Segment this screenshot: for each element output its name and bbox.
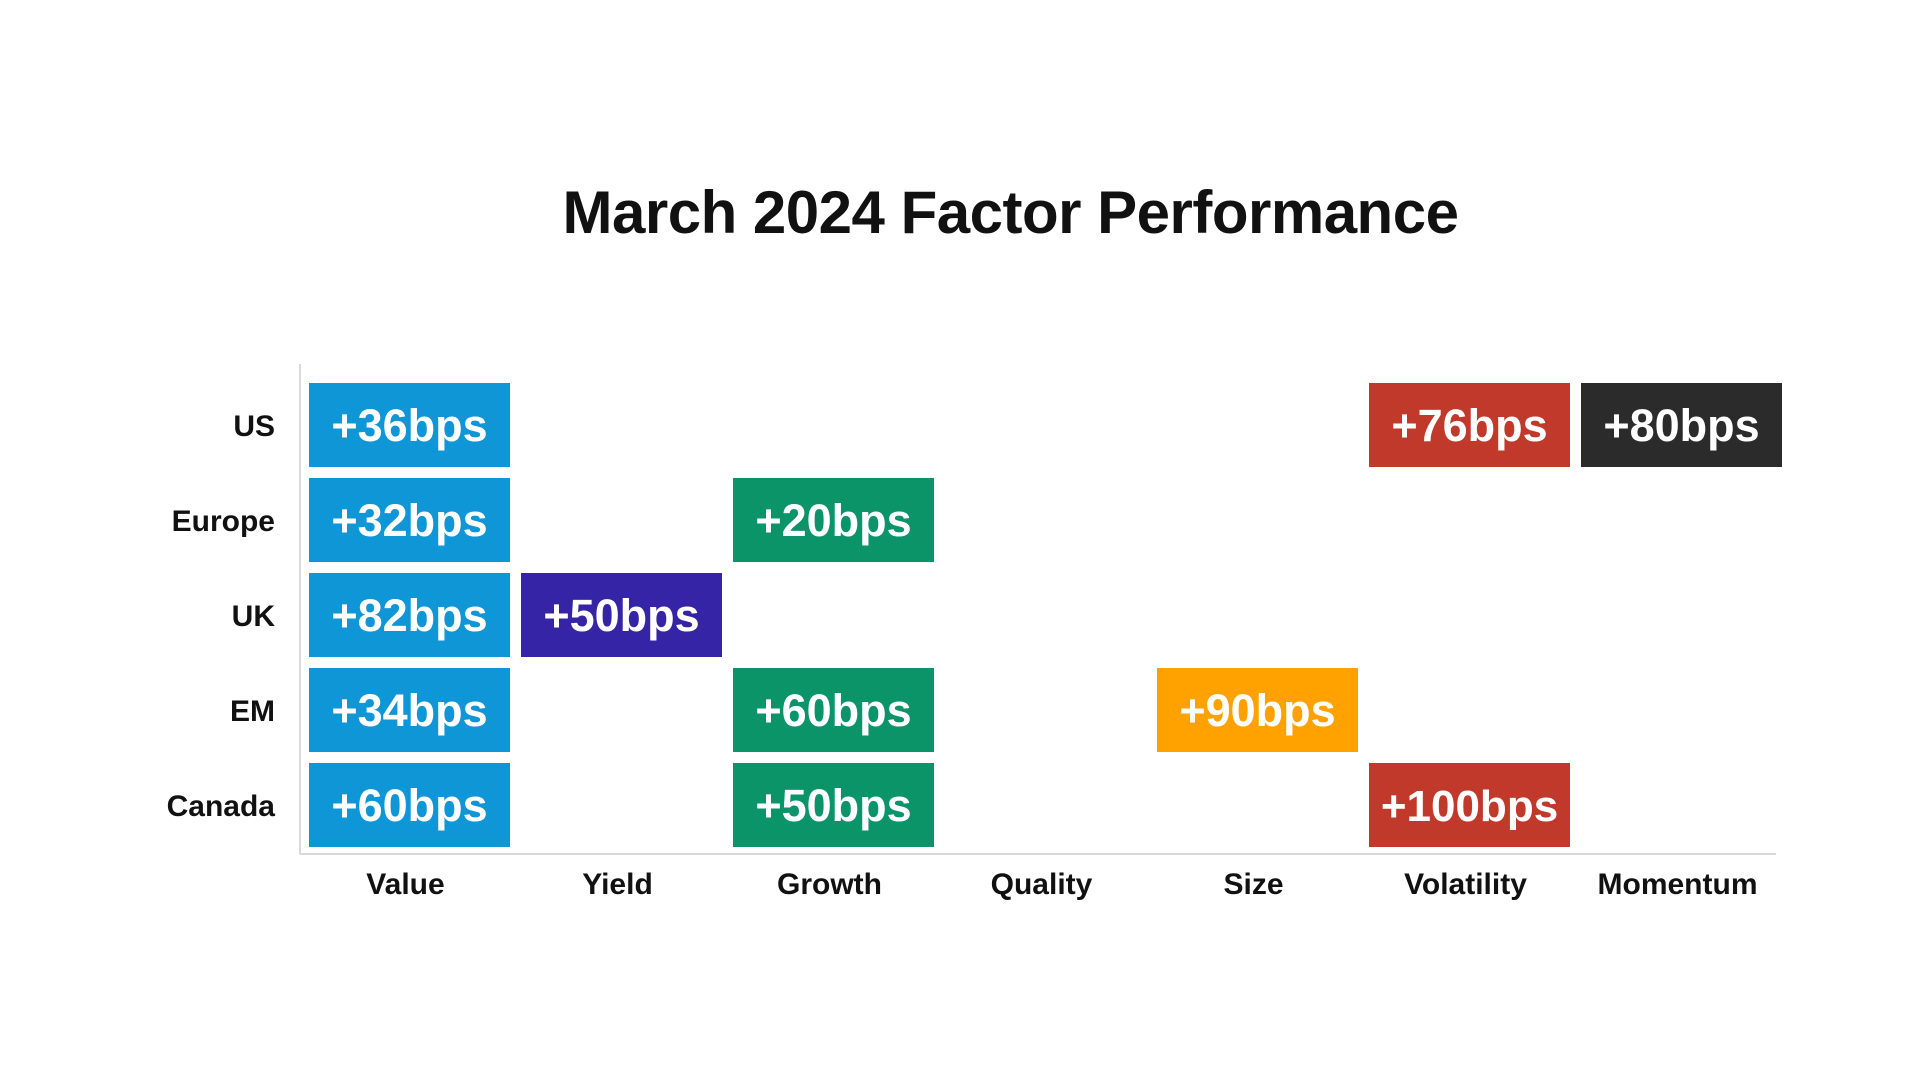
- cell-rect-canada-value: [309, 763, 510, 847]
- cell-em-value: +34bps: [309, 668, 510, 752]
- x-tick-label-volatility: Volatility: [1404, 868, 1527, 901]
- cell-label-em-growth: +60bps: [755, 685, 911, 736]
- y-tick-label-canada: Canada: [167, 790, 276, 823]
- axis-layer: [299, 364, 1776, 855]
- cell-label-europe-growth: +20bps: [755, 495, 911, 546]
- cell-rect-uk-yield: [521, 573, 722, 657]
- x-tick-label-yield: Yield: [582, 868, 653, 901]
- cell-canada-value: +60bps: [309, 763, 510, 847]
- y-tick-label-em: EM: [230, 695, 275, 728]
- cell-label-us-momentum: +80bps: [1603, 400, 1759, 451]
- cell-label-us-value: +36bps: [331, 400, 487, 451]
- cell-label-uk-value: +82bps: [331, 590, 487, 641]
- cell-label-em-size: +90bps: [1179, 685, 1335, 736]
- x-tick-label-value: Value: [366, 868, 444, 901]
- cell-rect-us-value: [309, 383, 510, 467]
- cell-europe-growth: +20bps: [733, 478, 934, 562]
- x-tick-label-quality: Quality: [991, 868, 1093, 901]
- cell-label-uk-yield: +50bps: [543, 590, 699, 641]
- x-tick-label-growth: Growth: [777, 868, 882, 901]
- y-tick-label-europe: Europe: [172, 505, 275, 538]
- cell-rect-uk-value: [309, 573, 510, 657]
- cell-uk-yield: +50bps: [521, 573, 722, 657]
- cell-layer: +36bps +76bps +80bps +32bps +20bps +82bps +50b…: [309, 383, 1782, 847]
- x-tick-label-size: Size: [1223, 868, 1283, 901]
- cell-rect-em-value: [309, 668, 510, 752]
- cell-label-canada-volatility: +100bps: [1381, 782, 1558, 831]
- cell-rect-em-size: [1157, 668, 1358, 752]
- y-tick-label-us: US: [233, 410, 275, 443]
- cell-em-size: +90bps: [1157, 668, 1358, 752]
- cell-label-em-value: +34bps: [331, 685, 487, 736]
- cell-canada-volatility: +100bps: [1369, 763, 1570, 847]
- col-label-layer: Value Yield Growth Quality Size Volatility Mom…: [366, 868, 1757, 901]
- cell-label-canada-growth: +50bps: [755, 780, 911, 831]
- cell-rect-europe-growth: [733, 478, 934, 562]
- cell-rect-canada-volatility: [1369, 763, 1570, 847]
- cell-em-growth: +60bps: [733, 668, 934, 752]
- cell-rect-us-volatility: [1369, 383, 1570, 467]
- cell-label-us-volatility: +76bps: [1391, 400, 1547, 451]
- cell-rect-us-momentum: [1581, 383, 1782, 467]
- chart-title: March 2024 Factor Performance: [562, 179, 1459, 246]
- y-tick-label-uk: UK: [232, 600, 276, 633]
- cell-label-europe-value: +32bps: [331, 495, 487, 546]
- cell-us-value: +36bps: [309, 383, 510, 467]
- cell-rect-canada-growth: [733, 763, 934, 847]
- cell-europe-value: +32bps: [309, 478, 510, 562]
- row-label-layer: US Europe UK EM Canada: [167, 410, 276, 823]
- cell-rect-europe-value: [309, 478, 510, 562]
- cell-us-volatility: +76bps: [1369, 383, 1570, 467]
- cell-uk-value: +82bps: [309, 573, 510, 657]
- x-tick-label-momentum: Momentum: [1598, 868, 1758, 901]
- cell-us-momentum: +80bps: [1581, 383, 1782, 467]
- cell-rect-em-growth: [733, 668, 934, 752]
- cell-label-canada-value: +60bps: [331, 780, 487, 831]
- cell-canada-growth: +50bps: [733, 763, 934, 847]
